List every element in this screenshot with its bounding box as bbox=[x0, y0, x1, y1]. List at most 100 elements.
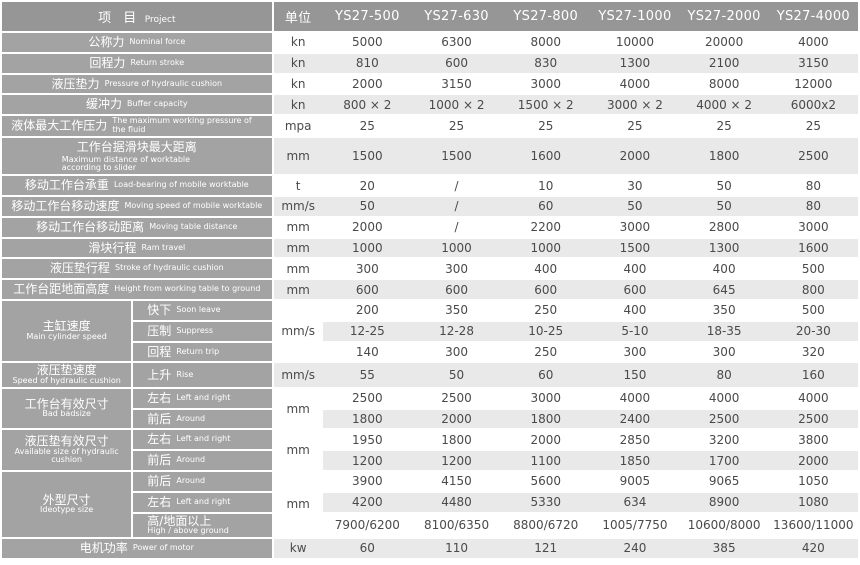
sub-row-label: 前后 Around bbox=[132, 470, 274, 493]
label-zh: 移动工作台移动速度 bbox=[11, 199, 120, 214]
table-row: 外型尺寸 Ideotype size 前后 Around mm 3900 4150 560… bbox=[2, 470, 858, 539]
value-cell: 10 bbox=[501, 175, 591, 197]
label-en: Around bbox=[176, 455, 206, 465]
label-zh: 左右 bbox=[147, 432, 172, 447]
value-cell: 4150 bbox=[411, 470, 502, 493]
label-zh: 前后 bbox=[147, 474, 172, 489]
value-cell: 800 bbox=[768, 279, 858, 301]
label-zh: 液压垫力 bbox=[51, 76, 100, 91]
unit-cell: t bbox=[272, 175, 323, 197]
value-cell: 830 bbox=[501, 52, 591, 75]
unit-cell: mm bbox=[272, 279, 323, 301]
label-zh: 移动工作台承重 bbox=[24, 178, 109, 193]
value-cell: 25 bbox=[501, 115, 591, 138]
label-en: Available size of hydraulic cushion bbox=[14, 446, 119, 465]
label-zh: 液压垫速度 bbox=[36, 363, 97, 378]
value-cell: 500 bbox=[768, 299, 858, 322]
value-cell: 300 bbox=[590, 341, 680, 364]
row-label: 工作台据滑块最大距离 Maximum distance of worktable… bbox=[2, 136, 274, 177]
table-row: 滑块行程 Ram travel mm 1000 1000 1000 1500 1300 160… bbox=[2, 237, 858, 260]
unit-cell: mm/s bbox=[272, 195, 323, 218]
value-cell: 2400 bbox=[590, 408, 680, 431]
unit-cell: mm bbox=[272, 237, 323, 260]
value-cell: 2000 bbox=[590, 136, 680, 177]
value-cell: 3000 bbox=[501, 387, 591, 410]
value-cell: 25 bbox=[411, 115, 502, 138]
label-en: Return stroke bbox=[130, 57, 185, 67]
value-cell: 3000 bbox=[768, 216, 858, 239]
unit-cell: mm bbox=[272, 258, 323, 281]
value-cell: 4000 × 2 bbox=[679, 94, 769, 117]
value-cell: 1000 bbox=[501, 237, 591, 260]
value-cell: 600 bbox=[501, 279, 591, 301]
value-cell: 2000 bbox=[322, 73, 412, 96]
value-cell: 8100/6350 bbox=[411, 512, 502, 539]
table-row: 压制 Suppress 12-25 12-28 10-25 5-10 18-35 20-30 bbox=[2, 320, 858, 343]
value-cell: 350 bbox=[679, 299, 769, 322]
value-cell: 1800 bbox=[411, 429, 502, 452]
unit-cell: kn bbox=[272, 94, 323, 117]
value-cell: 10600/8000 bbox=[679, 512, 769, 539]
row-label: 电机功率 Power of motor bbox=[2, 537, 274, 560]
label-zh: 移动工作台移动距离 bbox=[36, 219, 145, 234]
value-cell: 2000 bbox=[322, 216, 412, 239]
label-zh: 上升 bbox=[147, 367, 172, 382]
value-cell: 3150 bbox=[768, 52, 858, 75]
value-cell: 2000 bbox=[768, 450, 858, 472]
value-cell: 4000 bbox=[590, 387, 680, 410]
sub-row-label: 上升 Rise bbox=[132, 362, 274, 389]
label-en: Return trip bbox=[176, 346, 220, 356]
label-en: Left and right bbox=[176, 496, 231, 506]
value-cell: 645 bbox=[679, 279, 769, 301]
value-cell: 55 bbox=[322, 362, 412, 389]
label-en: Left and right bbox=[176, 392, 231, 402]
value-cell: 3800 bbox=[768, 429, 858, 452]
value-cell: 12000 bbox=[768, 73, 858, 96]
value-cell: 8000 bbox=[501, 32, 591, 54]
value-cell: 7900/6200 bbox=[322, 512, 412, 539]
value-cell: 250 bbox=[501, 341, 591, 364]
label-zh: 电机功率 bbox=[79, 541, 128, 556]
row-group-label: 主缸速度 Main cylinder speed bbox=[2, 299, 134, 364]
value-cell: 4000 bbox=[768, 32, 858, 54]
value-cell: 3000 × 2 bbox=[590, 94, 680, 117]
value-cell: 4000 bbox=[590, 73, 680, 96]
row-group-label: 工作台有效尺寸 Bad badsize bbox=[2, 387, 134, 431]
sub-row-label: 前后 Around bbox=[132, 408, 274, 431]
unit-cell: mm/s bbox=[272, 362, 323, 389]
label-en: Ideotype size bbox=[40, 505, 94, 515]
value-cell: 3000 bbox=[590, 216, 680, 239]
value-cell: 20000 bbox=[679, 32, 769, 54]
value-cell: 1800 bbox=[501, 408, 591, 431]
value-cell: 300 bbox=[322, 258, 412, 281]
value-cell: 500 bbox=[768, 258, 858, 281]
table-row: 工作台据滑块最大距离 Maximum distance of worktable… bbox=[2, 136, 858, 177]
value-cell: 1600 bbox=[501, 136, 591, 177]
column-header-model: YS27-630 bbox=[411, 2, 502, 33]
value-cell: 240 bbox=[590, 537, 680, 560]
label-en: Buffer capacity bbox=[127, 99, 188, 109]
value-cell: 6300 bbox=[411, 32, 502, 54]
value-cell: 1850 bbox=[590, 450, 680, 472]
sub-row-label: 快下 Soon leave bbox=[132, 299, 274, 322]
label-zh: 滑块行程 bbox=[88, 240, 137, 255]
value-cell: 400 bbox=[590, 258, 680, 281]
table-row: 液压垫行程 Stroke of hydraulic cushion mm 300 30… bbox=[2, 258, 858, 281]
column-header-model: YS27-1000 bbox=[590, 2, 680, 33]
value-cell: 5330 bbox=[501, 491, 591, 514]
value-cell: 300 bbox=[679, 341, 769, 364]
spec-table-body: 公称力 Nominal force kn 5000 6300 8000 10000 2000… bbox=[2, 32, 858, 560]
value-cell: 80 bbox=[679, 362, 769, 389]
value-cell: 1500 bbox=[322, 136, 412, 177]
unit-cell: mpa bbox=[272, 115, 323, 138]
value-cell: 10000 bbox=[590, 32, 680, 54]
label-zh: 液体最大工作压力 bbox=[11, 118, 108, 133]
table-row: 液体最大工作压力 The maximum working pressure of… bbox=[2, 115, 858, 138]
value-cell: 60 bbox=[322, 537, 412, 560]
unit-cell: kn bbox=[272, 32, 323, 54]
row-label: 公称力 Nominal force bbox=[2, 32, 274, 54]
value-cell: 25 bbox=[768, 115, 858, 138]
value-cell: 60 bbox=[501, 362, 591, 389]
value-cell: 3200 bbox=[679, 429, 769, 452]
